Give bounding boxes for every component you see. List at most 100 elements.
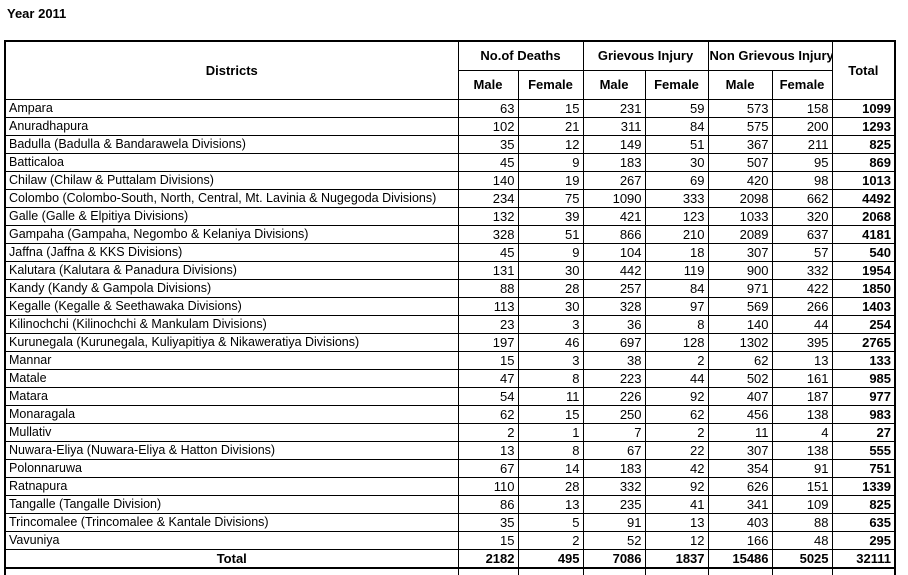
non-grievous-female-cell: 44: [771, 314, 833, 334]
non-grievous-female-cell: 320: [771, 206, 833, 226]
non-grievous-male-cell: 502: [707, 368, 773, 388]
grievous-female-cell: 210: [644, 224, 709, 244]
grievous-male-cell: 866: [582, 224, 646, 244]
district-data-row: Matale 47 8 223 44 502 161 985: [4, 368, 896, 388]
grievous-male-cell: 183: [582, 152, 646, 172]
deaths-male-cell: 45: [457, 152, 519, 172]
row-total-cell: 555: [831, 440, 896, 460]
non-grievous-male-cell: 575: [707, 116, 773, 136]
non-grievous-female-cell: 161: [771, 368, 833, 388]
grievous-female-header: Female: [644, 69, 709, 100]
district-name-cell: Vavuniya: [4, 530, 459, 550]
deaths-female-cell: 15: [517, 404, 584, 424]
non-grievous-female-cell: 91: [771, 458, 833, 478]
district-data-row: Kilinochchi (Kilinochchi & Mankulam Divi…: [4, 314, 896, 334]
non-grievous-female-cell: 57: [771, 242, 833, 262]
non-grievous-female-cell: 158: [771, 98, 833, 118]
non-grievous-male-cell: 971: [707, 278, 773, 298]
non-grievous-female-cell: 109: [771, 494, 833, 514]
district-data-row: Batticaloa 45 9 183 30 507 95 869: [4, 152, 896, 172]
deaths-female-cell: 2: [517, 530, 584, 550]
total-deaths-female: 495: [517, 548, 584, 569]
deaths-male-cell: 197: [457, 332, 519, 352]
deaths-male-cell: 102: [457, 116, 519, 136]
non-grievous-male-cell: 420: [707, 170, 773, 190]
non-grievous-male-cell: 1302: [707, 332, 773, 352]
grievous-female-cell: 92: [644, 386, 709, 406]
deaths-female-cell: 3: [517, 314, 584, 334]
row-total-cell: 1339: [831, 476, 896, 496]
row-total-cell: 751: [831, 458, 896, 478]
deaths-male-cell: 35: [457, 512, 519, 532]
deaths-female-cell: 11: [517, 386, 584, 406]
non-grievous-female-cell: 211: [771, 134, 833, 154]
deaths-female-cell: 3: [517, 350, 584, 370]
deaths-female-cell: 9: [517, 152, 584, 172]
grievous-male-cell: 1090: [582, 188, 646, 208]
non-grievous-female-cell: 138: [771, 404, 833, 424]
deaths-female-cell: 30: [517, 296, 584, 316]
district-name-cell: Mullativ: [4, 422, 459, 442]
district-data-row: Mullativ 2 1 7 2 11 4 27: [4, 422, 896, 442]
district-data-row: Tangalle (Tangalle Division) 86 13 235 4…: [4, 494, 896, 514]
district-name-cell: Kegalle (Kegalle & Seethawaka Divisions): [4, 296, 459, 316]
grievous-male-cell: 697: [582, 332, 646, 352]
grievous-male-cell: 36: [582, 314, 646, 334]
grievous-female-cell: 59: [644, 98, 709, 118]
deaths-male-cell: 132: [457, 206, 519, 226]
non-grievous-male-cell: 2098: [707, 188, 773, 208]
district-name-cell: Ratnapura: [4, 476, 459, 496]
deaths-male-cell: 113: [457, 296, 519, 316]
deaths-female-cell: 8: [517, 368, 584, 388]
deaths-male-cell: 35: [457, 134, 519, 154]
grievous-female-cell: 123: [644, 206, 709, 226]
deaths-female-cell: 14: [517, 458, 584, 478]
district-name-cell: Chilaw (Chilaw & Puttalam Divisions): [4, 170, 459, 190]
row-total-cell: 983: [831, 404, 896, 424]
grievous-female-cell: 42: [644, 458, 709, 478]
grievous-male-cell: 267: [582, 170, 646, 190]
non-grievous-male-cell: 403: [707, 512, 773, 532]
total-grievous-male: 7086: [582, 548, 646, 569]
deaths-male-cell: 110: [457, 476, 519, 496]
non-grievous-female-cell: 266: [771, 296, 833, 316]
non-grievous-male-cell: 626: [707, 476, 773, 496]
row-total-cell: 1850: [831, 278, 896, 298]
row-total-cell: 825: [831, 494, 896, 514]
non-grievous-male-cell: 341: [707, 494, 773, 514]
row-total-cell: 1293: [831, 116, 896, 136]
district-data-row: Ampara 63 15 231 59 573 158 1099: [4, 98, 896, 118]
deaths-male-cell: 140: [457, 170, 519, 190]
non-grievous-male-cell: 354: [707, 458, 773, 478]
deaths-female-cell: 19: [517, 170, 584, 190]
non-grievous-male-cell: 367: [707, 134, 773, 154]
district-data-row: Galle (Galle & Elpitiya Divisions) 132 3…: [4, 206, 896, 226]
non-grievous-injury-group-header: Non Grievous Injury: [707, 40, 833, 71]
row-total-cell: 1099: [831, 98, 896, 118]
deaths-male-cell: 15: [457, 530, 519, 550]
grievous-male-cell: 235: [582, 494, 646, 514]
deaths-female-cell: 9: [517, 242, 584, 262]
deaths-male-cell: 131: [457, 260, 519, 280]
non-grievous-male-cell: 166: [707, 530, 773, 550]
district-name-cell: Batticaloa: [4, 152, 459, 172]
row-total-cell: 4492: [831, 188, 896, 208]
non-grievous-male-cell: 307: [707, 242, 773, 262]
non-grievous-male-cell: 456: [707, 404, 773, 424]
district-name-cell: Colombo (Colombo-South, North, Central, …: [4, 188, 459, 208]
grievous-male-cell: 67: [582, 440, 646, 460]
grievous-female-cell: 12: [644, 530, 709, 550]
grievous-male-cell: 38: [582, 350, 646, 370]
grievous-male-cell: 311: [582, 116, 646, 136]
deaths-female-cell: 75: [517, 188, 584, 208]
grievous-female-cell: 44: [644, 368, 709, 388]
grievous-female-cell: 8: [644, 314, 709, 334]
total-column-header: Total: [831, 40, 896, 100]
district-data-row: Mannar 15 3 38 2 62 13 133: [4, 350, 896, 370]
deaths-female-cell: 1: [517, 422, 584, 442]
deaths-female-cell: 8: [517, 440, 584, 460]
grievous-male-cell: 257: [582, 278, 646, 298]
grievous-female-cell: 2: [644, 350, 709, 370]
non-grievous-female-header: Female: [771, 69, 833, 100]
deaths-male-cell: 67: [457, 458, 519, 478]
